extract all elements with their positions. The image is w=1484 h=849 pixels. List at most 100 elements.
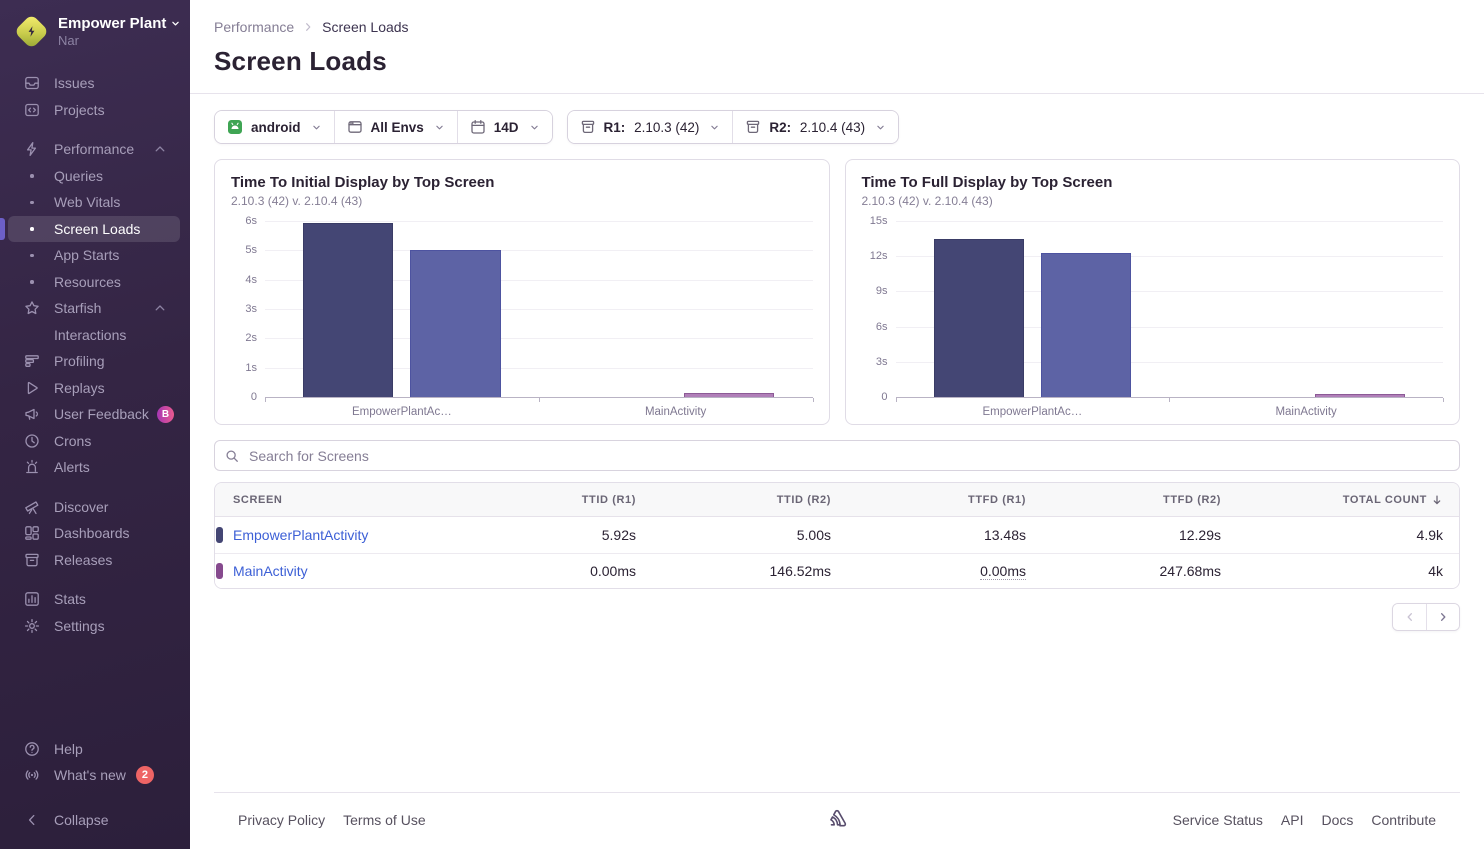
sidebar-item-screen-loads[interactable]: Screen Loads [0,215,180,242]
chart-bar[interactable] [303,223,394,397]
sidebar-item-discover[interactable]: Discover [8,494,180,521]
column-header-ttid-r2[interactable]: TTID (R2) [776,493,831,506]
org-switcher[interactable]: Empower Plant Nar [0,0,190,58]
sidebar-item-stats[interactable]: Stats [8,586,180,613]
sidebar-item-app-starts[interactable]: App Starts [8,242,180,269]
sidebar-item-queries[interactable]: Queries [8,163,180,190]
sidebar-item-label: Settings [54,617,105,634]
sidebar-item-interactions[interactable]: Interactions [8,322,180,349]
sidebar-item-label: Crons [54,432,92,449]
sidebar-item-crons[interactable]: Crons [8,428,180,455]
bullet-dot-icon [24,327,40,343]
sidebar-item-profiling[interactable]: Profiling [8,348,180,375]
screen-link[interactable]: MainActivity [233,562,308,579]
footer-link-service-status[interactable]: Service Status [1172,812,1263,828]
sidebar-item-label: User Feedback [54,406,149,423]
footer-link-api[interactable]: API [1280,812,1304,828]
screen-link[interactable]: EmpowerPlantActivity [233,526,369,543]
filter-bar: android All Envs 14D R1: 2.10.3 (42) R2: 2.1… [214,110,1460,144]
table-header: SCREEN TTID (R1) TTID (R2) TTFD (R1) TTFD (R… [215,483,1459,517]
gridline [895,291,1443,293]
whats-new-count-badge: 2 [135,766,154,785]
charts-row: Time To Initial Display by Top Screen 2.1… [214,159,1460,425]
search-icon [225,449,239,463]
sidebar-item-label: Alerts [54,459,90,476]
x-axis-tick [265,398,266,402]
chart-bar[interactable] [933,238,1024,397]
chevron-down-icon [170,18,181,29]
column-header-ttfd-r1[interactable]: TTFD (R1) [968,493,1026,506]
y-axis-label: 15s [869,215,888,227]
sidebar-item-label: Discover [54,498,109,515]
table-cell: 247.68ms [1159,562,1221,579]
sidebar-item-label: Interactions [54,326,127,343]
filter-android[interactable]: android [215,111,334,143]
chart-bar[interactable] [1040,252,1132,397]
column-header-screen[interactable]: SCREEN [233,493,283,506]
chevron-down-icon [875,122,886,133]
sidebar-item-projects[interactable]: Projects [8,97,180,124]
chart-bar[interactable] [684,392,775,397]
table-cell: 0.00ms [980,562,1026,580]
x-axis-tick [1443,398,1444,402]
sidebar-item-dashboards[interactable]: Dashboards [8,520,180,547]
column-header-total-count[interactable]: TOTAL COUNT [1237,494,1459,506]
sidebar-item-user-feedback[interactable]: User Feedback B [8,401,180,428]
sidebar-item-alerts[interactable]: Alerts [8,454,180,481]
sidebar-item-help[interactable]: Help [8,736,180,763]
sidebar-item-web-vitals[interactable]: Web Vitals [8,189,180,216]
footer-link-contribute[interactable]: Contribute [1371,812,1436,828]
footer-link-terms-of-use[interactable]: Terms of Use [343,812,426,828]
column-header-ttfd-r2[interactable]: TTFD (R2) [1163,493,1221,506]
gridline [265,250,813,252]
beta-badge: B [156,405,174,423]
org-avatar [13,13,49,49]
table-cell: 0.00ms [590,562,636,579]
sidebar-item-label: Releases [54,551,113,568]
org-subtitle: Nar [58,32,79,48]
footer-link-docs[interactable]: Docs [1321,812,1354,828]
chevron-down-icon [311,122,322,133]
sidebar-item-resources[interactable]: Resources [8,269,180,296]
x-axis-label: EmpowerPlantAc… [352,406,452,418]
sidebar-item-label: Dashboards [54,525,130,542]
sidebar-item-starfish[interactable]: Starfish [8,295,180,322]
sort-desc-icon [1431,494,1443,506]
chevron-down-icon [529,122,540,133]
sidebar-item-what-s-new[interactable]: What's new 2 [8,762,180,789]
pagination-prev-button[interactable] [1393,604,1426,630]
x-axis: EmpowerPlantAc… MainActivity [265,398,813,418]
chart-subtitle: 2.10.3 (42) v. 2.10.4 (43) [861,194,993,208]
y-axis-label: 3s [875,355,888,368]
chevron-up-icon [152,300,168,316]
sidebar-item-performance[interactable]: Performance [8,136,180,163]
filter-all-envs[interactable]: All Envs [333,111,457,143]
sidebar-item-issues[interactable]: Issues [8,70,180,97]
gridline [895,256,1443,258]
column-header-ttid-r1[interactable]: TTID (R1) [581,493,636,506]
search-input[interactable] [247,446,1449,465]
chart-bar[interactable] [1314,394,1405,397]
y-axis-label: 6s [875,320,888,333]
x-axis: EmpowerPlantAc… MainActivity [896,398,1444,418]
table-cell: 4.9k [1416,526,1443,543]
pagination-next-button[interactable] [1426,604,1459,630]
filter-14d[interactable]: 14D [456,111,552,143]
breadcrumb-performance[interactable]: Performance [214,19,295,35]
breadcrumb: Performance Screen Loads [214,19,1460,35]
screen-color-chip [216,526,223,543]
sidebar-item-settings[interactable]: Settings [8,613,180,640]
filter-group: android All Envs 14D [214,110,553,144]
collapse-button[interactable]: Collapse [8,807,180,834]
sidebar-item-replays[interactable]: Replays [8,375,180,402]
chart-title: Time To Initial Display by Top Screen [231,174,495,191]
filter-r2[interactable]: R2: 2.10.4 (43) [732,111,899,143]
sidebar-item-releases[interactable]: Releases [8,547,180,574]
footer-link-privacy-policy[interactable]: Privacy Policy [238,812,326,828]
filter-r1[interactable]: R1: 2.10.3 (42) [567,111,733,143]
chevron-right-icon [302,21,314,33]
table-cell: 146.52ms [769,562,831,579]
chart-bar[interactable] [410,250,501,397]
sidebar-item-label: Starfish [54,300,102,317]
stats-icon [24,591,40,607]
